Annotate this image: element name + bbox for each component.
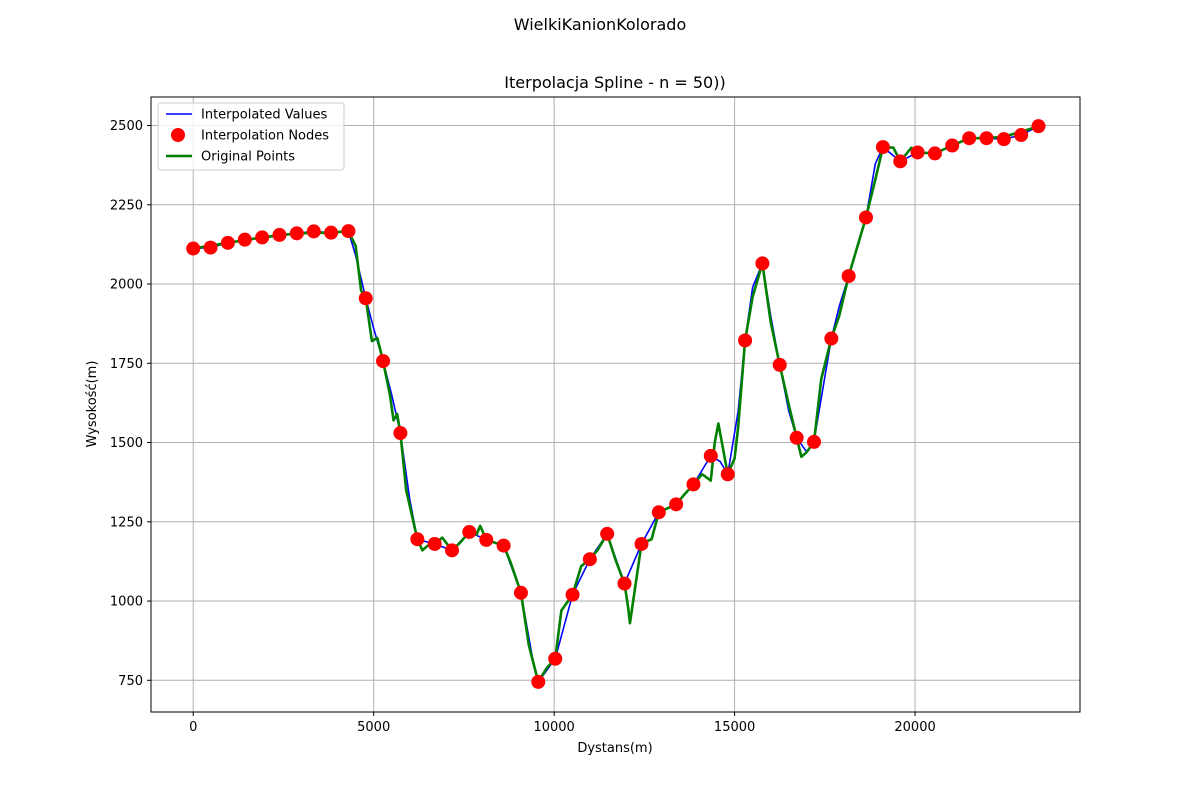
node-point <box>807 434 822 449</box>
x-tick-label: 20000 <box>894 720 935 735</box>
node-point <box>841 269 856 284</box>
series-line-original-points <box>193 124 1039 684</box>
legend: Interpolated Values Interpolation Nodes Or… <box>157 102 345 171</box>
node-point <box>531 674 546 689</box>
legend-marker-swatch <box>171 128 185 142</box>
node-point <box>548 651 563 666</box>
node-point <box>703 448 718 463</box>
node-point <box>669 497 684 512</box>
node-point <box>1014 128 1029 143</box>
node-point <box>237 232 252 247</box>
x-tick-label: 15000 <box>714 720 755 735</box>
node-point <box>410 532 425 547</box>
y-tick-label: 1250 <box>110 515 143 530</box>
legend-label: Interpolated Values <box>201 108 327 123</box>
node-point <box>738 333 753 348</box>
node-point <box>927 146 942 161</box>
node-point <box>962 131 977 146</box>
node-point <box>996 132 1011 147</box>
node-point <box>875 140 890 155</box>
y-tick-label: 2500 <box>110 119 143 134</box>
node-point <box>324 225 339 240</box>
node-point <box>220 235 235 250</box>
y-tick-label: 1750 <box>110 357 143 372</box>
y-tick-label: 2000 <box>110 278 143 293</box>
y-tick-label: 2250 <box>110 198 143 213</box>
node-point <box>789 430 804 445</box>
node-point <box>634 536 649 551</box>
node-point <box>755 256 770 271</box>
node-point <box>496 538 511 553</box>
node-point <box>617 576 632 591</box>
node-point <box>1031 119 1046 134</box>
node-point <box>393 426 408 441</box>
node-point <box>772 357 787 372</box>
node-point <box>427 536 442 551</box>
y-tick-label: 1500 <box>110 436 143 451</box>
node-point <box>462 524 477 539</box>
chart-title: Iterpolacja Spline - n = 50)) <box>504 73 725 92</box>
y-tick-label: 750 <box>118 674 143 689</box>
node-point <box>893 154 908 169</box>
node-point <box>376 354 391 369</box>
legend-box <box>157 102 345 171</box>
x-axis-label: Dystans(m) <box>577 741 652 756</box>
y-axis-label: Wysokość(m) <box>85 361 100 448</box>
node-point <box>686 477 701 492</box>
grid-lines <box>151 97 1080 712</box>
series-line-interpolated-values <box>193 125 1039 683</box>
node-point <box>186 241 201 256</box>
legend-label: Interpolation Nodes <box>201 129 329 144</box>
node-point <box>651 505 666 520</box>
node-point <box>582 552 597 567</box>
node-point <box>600 526 615 541</box>
node-point <box>203 240 218 255</box>
node-point <box>341 224 356 239</box>
x-tick-label: 0 <box>189 720 197 735</box>
x-tick-label: 5000 <box>357 720 390 735</box>
node-point <box>565 587 580 602</box>
figure-suptitle: WielkiKanionKolorado <box>514 15 687 34</box>
node-point <box>720 467 735 482</box>
node-point <box>824 331 839 346</box>
legend-label: Original Points <box>201 150 295 165</box>
node-point <box>306 224 321 239</box>
node-point <box>979 131 994 146</box>
node-point <box>513 585 528 600</box>
axis-ticks: 0 5000 10000 15000 20000 750 1000 1250 1500 1750 2… <box>110 119 936 735</box>
node-point <box>289 226 304 241</box>
x-tick-label: 10000 <box>533 720 574 735</box>
y-tick-label: 1000 <box>110 595 143 610</box>
node-point <box>910 145 925 160</box>
node-point <box>858 210 873 225</box>
node-point <box>445 543 460 558</box>
node-point <box>945 138 960 153</box>
node-point <box>255 230 270 245</box>
node-point <box>358 291 373 306</box>
plot-series <box>186 119 1046 689</box>
node-point <box>479 532 494 547</box>
node-point <box>272 227 287 242</box>
plot-frame <box>150 96 1081 713</box>
